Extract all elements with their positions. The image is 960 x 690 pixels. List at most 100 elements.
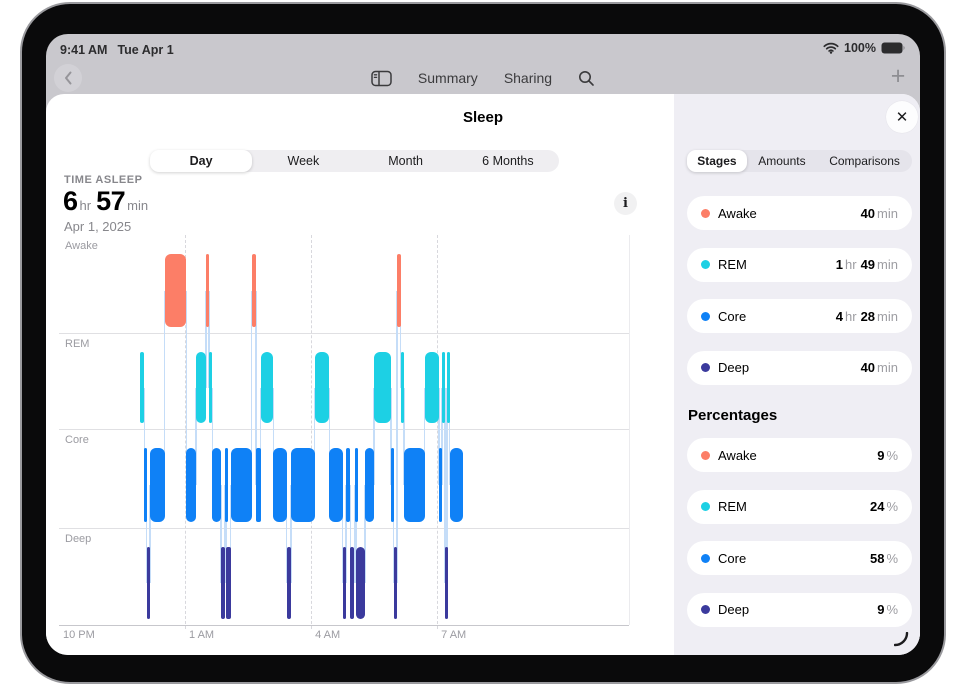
stage-value: 1 hr 49 min	[835, 257, 898, 272]
percentage-row-awake: Awake 9%	[687, 438, 912, 472]
core-dot-icon	[701, 311, 710, 321]
stage-connector	[163, 290, 166, 485]
stage-connector	[285, 485, 288, 583]
axis-label-1-am: 1 AM	[189, 629, 215, 641]
stage-value: 40 min	[860, 360, 898, 375]
core-stage-bar	[212, 448, 221, 522]
x-axis-line	[59, 625, 629, 626]
search-icon[interactable]	[578, 70, 595, 87]
stage-connector	[328, 387, 331, 485]
metric-date: Apr 1, 2025	[64, 219, 132, 234]
stage-connector	[390, 387, 392, 485]
rem-stage-bar	[446, 352, 450, 423]
deep-stage-bar	[220, 547, 225, 619]
wifi-icon	[823, 42, 839, 54]
corner-pointer-icon	[894, 632, 910, 648]
status-date: Tue Apr 1	[117, 43, 174, 57]
rem-dot-icon	[701, 502, 710, 511]
ipad-device-frame: 9:41 AM Tue Apr 1 100%	[20, 2, 946, 684]
stage-value: 4 hr 28 min	[835, 308, 898, 324]
details-tab-stages[interactable]: Stages	[687, 150, 747, 172]
deep-stage-bar	[226, 547, 231, 619]
core-stage-bar	[354, 448, 358, 522]
core-stage-bar	[439, 448, 443, 522]
chart-plot[interactable]: Awake REM Core Deep 10 PM 1 AM 4 AM 7 AM	[59, 235, 630, 641]
stage-connector	[211, 387, 214, 485]
page-title: Sleep	[462, 109, 504, 126]
add-button[interactable]: +	[890, 61, 906, 90]
duration-row-rem: REM 1 hr 49 min	[687, 247, 912, 282]
stage-connector	[205, 290, 207, 388]
stage-value: 9%	[877, 602, 898, 617]
stage-connector	[290, 485, 292, 583]
stage-label: Deep	[718, 602, 750, 617]
deep-dot-icon	[701, 605, 710, 614]
deep-stage-bar	[444, 547, 448, 619]
hours-value: 6	[63, 186, 78, 216]
info-button[interactable]: i	[614, 192, 637, 215]
awake-stage-bar	[251, 254, 256, 327]
percentage-row-deep: Deep 9%	[687, 592, 912, 627]
stage-connector	[392, 485, 395, 583]
stage-label: Awake	[718, 205, 757, 221]
axis-label-10-pm: 10 PM	[63, 629, 95, 641]
stage-connector	[364, 485, 366, 583]
percentage-row-rem: REM 24%	[687, 489, 912, 524]
stage-value: 9%	[877, 447, 898, 463]
minutes-value: 57	[96, 186, 126, 216]
sidebar-toggle-icon[interactable]	[371, 70, 392, 87]
rem-stage-bar	[442, 352, 446, 423]
core-stage-bar	[449, 448, 464, 522]
stage-label: Deep	[718, 360, 750, 375]
awake-dot-icon	[701, 450, 710, 460]
nav-item-summary[interactable]: Summary	[417, 70, 478, 86]
core-stage-bar	[329, 448, 343, 522]
details-tab-comparisons[interactable]: Comparisons	[829, 154, 900, 168]
stage-connector	[438, 387, 440, 485]
row-label-deep: Deep	[65, 533, 92, 545]
range-tab-6-months[interactable]: 6 Months	[482, 154, 534, 168]
stage-value: 40 min	[860, 205, 898, 221]
range-tab-day[interactable]: Day	[150, 150, 253, 172]
stage-connector	[195, 387, 197, 485]
range-segmented: Day Week Month 6 Months	[150, 150, 559, 172]
percentages-heading: Percentages	[688, 407, 778, 424]
nav-item-sharing[interactable]: Sharing	[503, 70, 553, 86]
stage-label: Awake	[718, 447, 757, 463]
rem-dot-icon	[701, 260, 710, 269]
range-tab-month[interactable]: Month	[388, 154, 423, 168]
stage-connector	[423, 387, 426, 485]
deep-dot-icon	[701, 363, 710, 372]
core-stage-bar	[150, 448, 165, 522]
core-stage-bar	[365, 448, 375, 522]
duration-row-deep: Deep 40 min	[687, 350, 912, 385]
core-stage-bar	[144, 448, 148, 522]
details-tab-amounts[interactable]: Amounts	[758, 154, 806, 168]
stage-label: Core	[718, 308, 747, 324]
screen: 9:41 AM Tue Apr 1 100%	[46, 34, 920, 655]
hours-unit: hr	[79, 198, 92, 213]
stage-connector	[355, 485, 357, 583]
close-button[interactable]: ✕	[886, 101, 918, 133]
gridline-7-am	[437, 235, 439, 629]
range-tab-week[interactable]: Week	[287, 154, 320, 168]
row-separator	[59, 333, 629, 334]
stage-connector	[396, 290, 398, 583]
axis-label-7-am: 7 AM	[441, 629, 467, 641]
stage-connector	[208, 290, 210, 388]
rem-stage-bar	[140, 352, 145, 423]
gridline-1-am	[185, 235, 187, 629]
core-stage-bar	[224, 448, 228, 522]
minutes-unit: min	[127, 198, 149, 213]
stage-label: REM	[718, 257, 747, 272]
stage-connector	[259, 387, 262, 485]
status-time: 9:41 AM	[60, 43, 108, 57]
chevron-left-icon	[63, 70, 73, 86]
row-separator	[59, 528, 629, 529]
status-bar: 9:41 AM Tue Apr 1 100%	[46, 34, 920, 62]
awake-dot-icon	[701, 208, 710, 218]
back-button[interactable]	[54, 64, 82, 92]
sleep-stages-chart: Awake REM Core Deep 10 PM 1 AM 4 AM 7 AM	[59, 235, 630, 647]
deep-stage-bar	[393, 547, 398, 619]
stage-connector	[341, 485, 344, 583]
